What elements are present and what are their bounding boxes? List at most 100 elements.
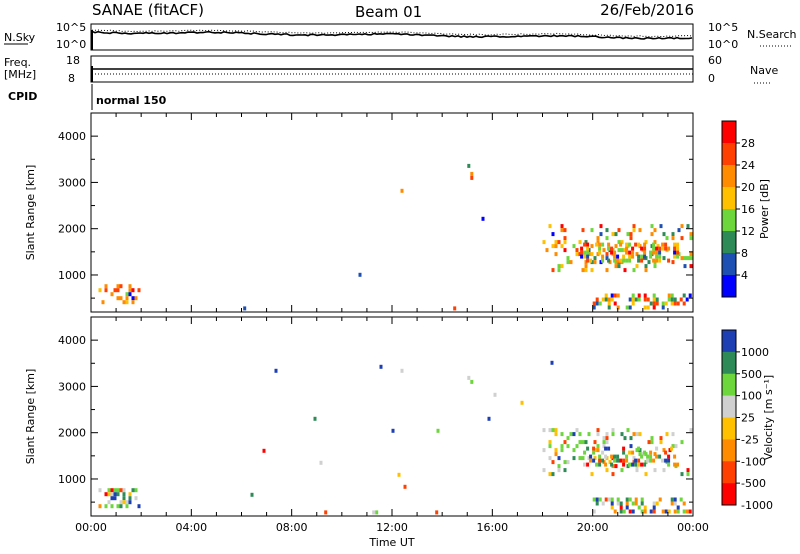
nsearch-tick-top: 10^5: [708, 21, 738, 34]
power-cell: [599, 224, 603, 229]
velocity-cell: [372, 510, 376, 515]
velocity-cell: [671, 432, 675, 437]
power-cell: [640, 254, 644, 259]
velocity-cell: [646, 458, 650, 463]
velocity-cell: [659, 440, 663, 445]
velocity-cell: [595, 501, 599, 506]
power-cell: [670, 297, 674, 302]
power-cell: [610, 250, 614, 255]
velocity-cell: [667, 509, 671, 514]
power-cell: [607, 297, 611, 302]
power-cell: [610, 293, 614, 298]
velocity-cell: [128, 496, 132, 501]
velocity-cell: [596, 444, 600, 449]
velocity-cell: [644, 472, 648, 477]
power-cell: [590, 268, 594, 273]
power-cell: [640, 246, 644, 251]
power-cell: [119, 284, 123, 289]
velocity-colorbar-segment: [722, 373, 736, 396]
power-cell: [580, 250, 584, 255]
power-cell: [662, 232, 666, 237]
velocity-colorbar-tick: 100: [741, 390, 762, 403]
nsearch-tick-bottom: 10^0: [708, 38, 738, 51]
velocity-cell: [662, 468, 666, 473]
power-cell: [634, 297, 638, 302]
power-cell: [673, 246, 677, 251]
velocity-ytick-label: 1000: [58, 473, 86, 486]
power-colorbar-segment: [722, 231, 736, 254]
power-cell: [583, 242, 587, 247]
power-cell: [653, 228, 657, 233]
power-cell: [601, 258, 605, 263]
velocity-cell: [635, 468, 639, 473]
velocity-colorbar-tick: 25: [741, 412, 755, 425]
velocity-cell: [637, 462, 641, 467]
velocity-cell: [664, 509, 668, 514]
power-ytick-label: 2000: [58, 223, 86, 236]
power-cell: [659, 224, 663, 229]
power-cell: [122, 300, 126, 305]
velocity-cell: [595, 462, 599, 467]
power-cell: [623, 268, 627, 273]
velocity-cell: [658, 454, 662, 459]
power-cell: [658, 254, 662, 259]
power-cell: [581, 228, 585, 233]
velocity-colorbar-tick: 1000: [741, 346, 769, 359]
velocity-cell: [610, 505, 614, 510]
velocity-cell: [548, 428, 552, 433]
power-cell: [683, 264, 687, 269]
power-cell: [602, 248, 606, 253]
power-ytick-label: 4000: [58, 130, 86, 143]
power-cell: [598, 242, 602, 247]
power-cell: [649, 254, 653, 259]
power-colorbar-segment: [722, 253, 736, 276]
velocity-cell: [107, 492, 111, 497]
velocity-cell: [664, 458, 668, 463]
velocity-cell: [664, 450, 668, 455]
nsky-tick-bottom: 10^0: [56, 38, 86, 51]
velocity-cell: [671, 444, 675, 449]
power-cell: [637, 258, 641, 263]
power-cell: [622, 254, 626, 259]
velocity-cell: [653, 468, 657, 473]
velocity-cell: [620, 432, 624, 437]
velocity-cell: [542, 468, 546, 473]
power-cell: [682, 293, 686, 298]
velocity-cell: [682, 509, 686, 514]
power-cell: [128, 284, 132, 289]
velocity-cell: [635, 432, 639, 437]
velocity-cell: [587, 456, 591, 461]
power-cell: [400, 188, 404, 193]
velocity-cell: [679, 497, 683, 502]
freq-label: Freq.: [4, 56, 31, 69]
power-cell: [554, 240, 558, 245]
power-cell: [604, 297, 608, 302]
velocity-cell: [589, 458, 593, 463]
velocity-cell: [590, 472, 594, 477]
velocity-cell: [650, 440, 654, 445]
velocity-cell: [680, 472, 684, 477]
power-cell: [554, 244, 558, 249]
power-cell: [647, 260, 651, 265]
power-cell: [676, 301, 680, 306]
velocity-cell: [583, 450, 587, 455]
nsky-panel: N.Sky 10^5 10^0 10^5 10^0 N.Search: [4, 21, 797, 51]
power-cell: [116, 288, 120, 293]
velocity-cell: [685, 509, 689, 514]
velocity-cell: [641, 452, 645, 457]
velocity-cell: [640, 497, 644, 502]
power-cell: [653, 240, 657, 245]
velocity-cell: [652, 501, 656, 506]
velocity-cell: [634, 458, 638, 463]
velocity-cell: [403, 484, 407, 489]
power-cell: [113, 288, 117, 293]
velocity-cell: [379, 364, 383, 369]
velocity-ytick-label: 3000: [58, 380, 86, 393]
power-cell: [635, 252, 639, 257]
velocity-cell: [542, 428, 546, 433]
power-cell: [614, 264, 618, 269]
velocity-cell: [548, 444, 552, 449]
power-cell: [643, 242, 647, 247]
velocity-cell: [487, 416, 491, 421]
